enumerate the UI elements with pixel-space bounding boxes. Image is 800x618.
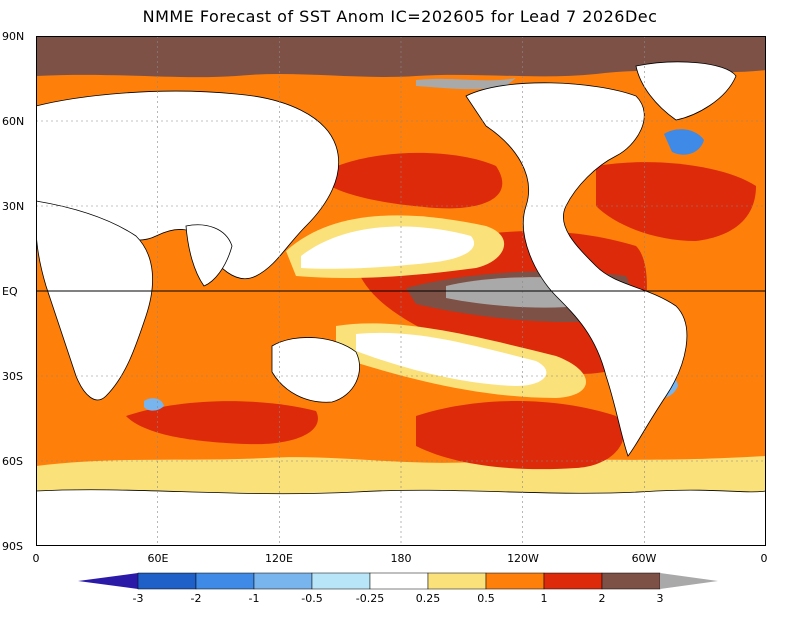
colorbar-bin-2	[195, 572, 255, 590]
graticule	[36, 36, 766, 546]
colorbar-label: -0.5	[301, 592, 323, 605]
labrador-cool	[664, 129, 704, 155]
colorbar-label: 1	[540, 592, 548, 605]
continent-americas	[465, 82, 688, 457]
colorbar-label: 3	[656, 592, 664, 605]
lon-label-0: 0	[32, 552, 40, 565]
colorbar-bin-5	[369, 572, 429, 590]
lat-label-eq: EQ	[2, 285, 18, 298]
arctic-extreme	[416, 78, 516, 90]
map-frame	[36, 36, 766, 546]
indian-cool-spot	[144, 398, 164, 411]
colorbar-bin-1	[137, 572, 197, 590]
lat-label-30s: 30S	[2, 370, 23, 383]
colorbar-label: 2	[598, 592, 606, 605]
colorbar-bin-9	[601, 572, 661, 590]
sst-anomaly-map	[36, 36, 766, 546]
continent-africa	[36, 200, 153, 401]
colorbar-bin-3	[253, 572, 313, 590]
lat-label-90s: 90S	[2, 540, 23, 553]
colorbar-label: -0.25	[355, 592, 385, 605]
colorbar-bin-6	[427, 572, 487, 590]
colorbar-label: 0.5	[477, 592, 495, 605]
colorbar-low-extreme	[78, 573, 138, 589]
south-indian-red	[126, 401, 318, 445]
lon-label-180: 180	[390, 552, 412, 565]
colorbar-label: -2	[190, 592, 202, 605]
colorbar	[78, 572, 718, 590]
colorbar-bin-4	[311, 572, 371, 590]
colorbar-bin-7	[485, 572, 545, 590]
colorbar-label: 0.25	[415, 592, 441, 605]
north-atlantic-red	[596, 162, 756, 241]
lat-label-90n: 90N	[2, 30, 25, 43]
continent-australia	[271, 337, 360, 403]
colorbar-high-extreme	[660, 573, 718, 589]
colorbar-label: -1	[248, 592, 260, 605]
lon-label-0-east: 0	[760, 552, 768, 565]
colorbar-label: -3	[132, 592, 144, 605]
lat-label-60n: 60N	[2, 115, 25, 128]
lon-label-120e: 120E	[265, 552, 293, 565]
lat-label-30n: 30N	[2, 200, 25, 213]
continent-greenland	[635, 61, 737, 121]
lon-label-60e: 60E	[147, 552, 169, 565]
map-title: NMME Forecast of SST Anom IC=202605 for …	[142, 7, 658, 26]
continent-india	[185, 224, 233, 287]
lat-label-60s: 60S	[2, 455, 23, 468]
lon-label-120w: 120W	[507, 552, 539, 565]
south-pacific-white	[356, 332, 547, 386]
colorbar-bin-8	[543, 572, 603, 590]
north-pacific-white	[301, 226, 475, 269]
southern-ocean-red	[416, 401, 624, 470]
lon-label-60w: 60W	[631, 552, 657, 565]
north-pacific-red	[316, 152, 503, 209]
